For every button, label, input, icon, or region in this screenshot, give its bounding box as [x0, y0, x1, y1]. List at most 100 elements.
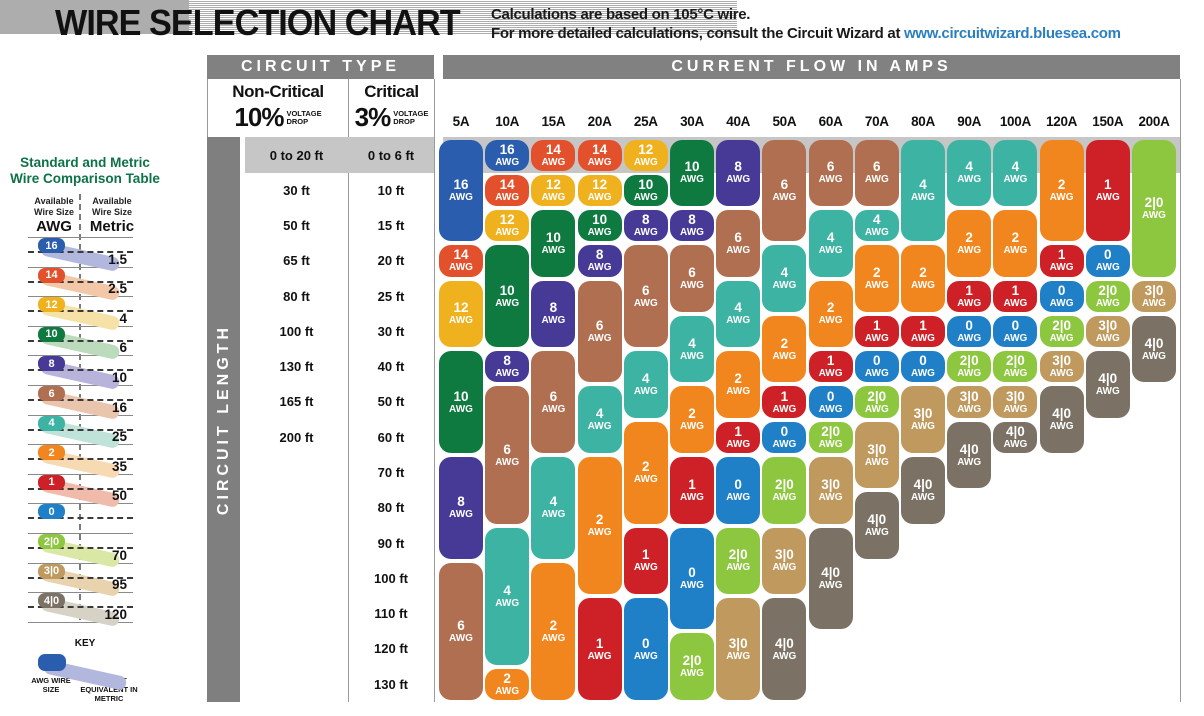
- wire-pill-50A-0: 0 AWG: [762, 421, 807, 453]
- gridline: [0, 18, 189, 19]
- pill-awg-unit: AWG: [449, 315, 473, 327]
- gridline: [0, 19, 737, 20]
- pill-awg-unit: AWG: [633, 650, 658, 662]
- wire-pill-5A-12: 12 AWG: [439, 280, 483, 348]
- pill-awg-unit: AWG: [772, 191, 797, 203]
- wire-pill-40A-6: 6 AWG: [716, 210, 761, 277]
- pill-awg-unit: AWG: [957, 368, 982, 380]
- pill-awg-number: 12: [499, 212, 515, 228]
- row-label-non-critical: 100 ft: [279, 323, 314, 339]
- row-label-critical: 80 ft: [377, 500, 405, 516]
- wire-pill-50A-1: 1 AWG: [762, 386, 807, 418]
- amp-column-header-15A: 15A: [541, 114, 566, 129]
- row-label-non-critical: 165 ft: [279, 394, 314, 410]
- comparison-row-line: [28, 562, 133, 564]
- pill-awg-unit: AWG: [541, 191, 566, 203]
- pill-awg-unit: AWG: [495, 685, 520, 697]
- gridline: [0, 20, 189, 21]
- pill-awg-number: 4|0: [867, 512, 887, 528]
- pill-awg-number: 2|0: [1144, 194, 1164, 210]
- voltage-word: VOLTAGE: [393, 108, 429, 118]
- wire-pill-90A-2: 2 AWG: [947, 210, 992, 277]
- pill-awg-unit: AWG: [541, 156, 566, 168]
- awg-column-header: Available Wire Size: [34, 196, 74, 217]
- grid-right-border: [1180, 79, 1181, 702]
- comparison-row-line: [28, 533, 133, 534]
- gridline: [0, 33, 737, 34]
- wire-pill-15A-12: 12 AWG: [531, 174, 576, 207]
- wire-pill-5A-14: 14 AWG: [439, 245, 483, 277]
- pill-awg-unit: AWG: [911, 280, 935, 292]
- awg-chip-6: 6: [38, 386, 65, 401]
- pill-awg-unit: AWG: [1049, 297, 1074, 309]
- amp-column-header-120A: 120A: [1046, 114, 1078, 129]
- comparison-row-line: [28, 266, 133, 268]
- pill-awg-number: 3|0: [1052, 353, 1071, 369]
- awg-chip-0: 0: [38, 504, 65, 520]
- pill-awg-unit: AWG: [818, 244, 843, 256]
- awg-chip-2: 2: [38, 445, 65, 461]
- row-label-non-critical: 80 ft: [283, 288, 310, 304]
- critical-header: Critical 3% VOLTAGE DROP: [349, 82, 434, 136]
- pill-awg-unit: AWG: [864, 333, 889, 345]
- critical-percentage: 3%: [354, 102, 392, 132]
- gridline: [0, 5, 737, 6]
- comparison-row-line: [28, 621, 133, 623]
- wire-pill-20A-8: 8 AWG: [577, 245, 622, 277]
- awg-chip-3|0: 3|0: [38, 563, 65, 579]
- wire-pill-70A-3|0: 3|0 AWG: [854, 421, 899, 489]
- comparison-row-dashed-line: [28, 369, 133, 372]
- pill-awg-unit: AWG: [911, 491, 935, 503]
- circuit-wizard-link[interactable]: www.circuitwizard.bluesea.com: [904, 25, 1121, 42]
- pill-awg-unit: AWG: [495, 227, 520, 239]
- wire-pill-80A-1: 1 AWG: [901, 315, 945, 348]
- key-awg-label: AWG WIRE SIZE: [31, 676, 71, 694]
- pill-awg-unit: AWG: [1003, 297, 1028, 309]
- pill-awg-number: 0: [965, 318, 973, 334]
- pill-awg-number: 3|0: [1098, 318, 1118, 334]
- gridline: [0, 11, 737, 12]
- row-label-critical: 70 ft: [377, 465, 405, 481]
- wire-pill-100A-1: 1 AWG: [993, 280, 1038, 312]
- awg-chip-4|0: 4|0: [38, 593, 65, 609]
- gridline: [0, 25, 737, 26]
- pill-awg-unit: AWG: [818, 368, 843, 380]
- pill-awg-unit: AWG: [680, 491, 704, 503]
- pill-awg-unit: AWG: [957, 456, 982, 468]
- metric-value: 70: [111, 547, 127, 563]
- awg-column-unit: AWG: [36, 218, 72, 235]
- wire-pill-30A-6: 6 AWG: [670, 245, 714, 312]
- pill-awg-unit: AWG: [587, 527, 612, 539]
- wire-pill-80A-0: 0 AWG: [901, 351, 945, 383]
- comparison-row-line: [28, 325, 133, 327]
- wire-pill-20A-6: 6 AWG: [577, 280, 622, 383]
- pill-awg-unit: AWG: [726, 562, 751, 574]
- wire-pill-120A-2: 2 AWG: [1039, 139, 1084, 242]
- pill-awg-unit: AWG: [957, 333, 982, 345]
- metric-column-header: Available Wire Size: [92, 196, 132, 217]
- wire-pill-10A-2: 2 AWG: [485, 668, 530, 700]
- pill-awg-number: 2|0: [728, 547, 748, 563]
- comparison-row-line: [28, 503, 133, 505]
- wire-pill-20A-10: 10 AWG: [577, 210, 622, 242]
- pill-awg-number: 3|0: [1005, 388, 1025, 404]
- amp-column-header-100A: 100A: [999, 114, 1031, 129]
- comparison-row-dashed-line: [28, 458, 133, 461]
- pill-awg-number: 1: [826, 353, 835, 369]
- wire-pill-60A-6: 6 AWG: [808, 139, 853, 207]
- pill-awg-unit: AWG: [1049, 368, 1074, 380]
- wire-pill-150A-0: 0 AWG: [1085, 245, 1130, 277]
- pill-awg-number: 8: [734, 159, 742, 175]
- metric-value: 4: [119, 310, 127, 326]
- comparison-row-dashed-line: [28, 517, 133, 520]
- pill-awg-unit: AWG: [587, 156, 612, 168]
- wire-pill-25A-6: 6 AWG: [623, 245, 668, 348]
- row-label-critical: 10 ft: [377, 182, 405, 198]
- wire-pill-70A-1: 1 AWG: [854, 315, 899, 348]
- pill-awg-number: 1: [734, 423, 742, 439]
- pill-awg-number: 2: [503, 670, 511, 686]
- comparison-table-title: Standard and Metric Wire Comparison Tabl…: [5, 155, 165, 187]
- wire-pill-10A-14: 14 AWG: [485, 174, 530, 207]
- wire-pill-90A-3|0: 3|0 AWG: [947, 386, 992, 418]
- pill-awg-unit: AWG: [1003, 403, 1028, 415]
